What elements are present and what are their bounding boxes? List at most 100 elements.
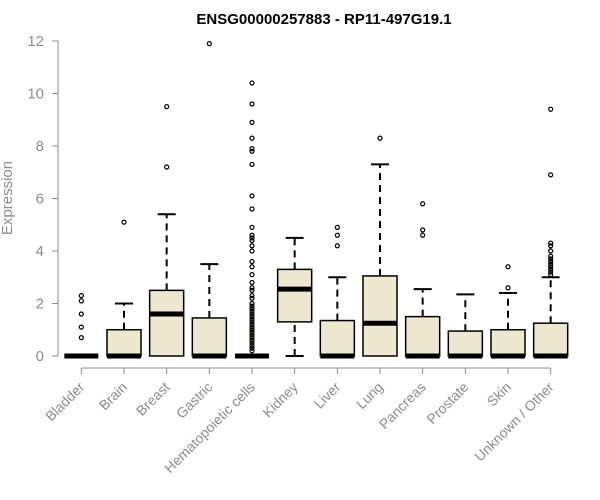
outlier-point (548, 248, 554, 254)
outlier-point (548, 172, 554, 178)
x-tick-label: Brain (96, 379, 130, 413)
outlier-point (249, 295, 255, 301)
box (106, 329, 142, 357)
outlier-point (249, 272, 255, 278)
outlier-point (548, 261, 554, 267)
outlier-point (249, 80, 255, 86)
x-tick-label: Breast (133, 379, 173, 419)
outlier-point (249, 335, 255, 341)
outlier-point (249, 319, 255, 325)
outlier-point (548, 266, 554, 272)
x-tick-label: Bladder (42, 379, 88, 425)
outlier-point (505, 264, 511, 270)
y-axis-label: Expression (0, 161, 16, 235)
outlier-point (548, 269, 554, 275)
outlier-point (548, 264, 554, 270)
outlier-point (548, 272, 554, 278)
box-liver (319, 224, 356, 359)
outlier-point (249, 316, 255, 322)
y-tick-label: 12 (27, 33, 44, 50)
x-tick-label: Kidney (259, 379, 301, 421)
outlier-point (548, 253, 554, 259)
y-tick-label: 6 (36, 191, 44, 208)
outlier-point (377, 135, 383, 141)
outlier-point (249, 224, 255, 230)
box (319, 319, 356, 357)
outlier-point (78, 293, 84, 299)
box-lung (362, 135, 398, 357)
outlier-point (78, 335, 84, 341)
outlier-point (121, 219, 127, 225)
x-tick-label: Prostate (423, 379, 471, 427)
outlier-point (548, 240, 554, 246)
outlier-point (249, 248, 255, 254)
outlier-point (249, 329, 255, 335)
outlier-point (420, 232, 426, 238)
outlier-point (548, 258, 554, 265)
outlier-point (78, 298, 84, 304)
outlier-point (78, 311, 84, 317)
outlier-point (548, 106, 554, 112)
box-kidney (276, 236, 313, 357)
outlier-point (249, 306, 255, 312)
box-bladder (64, 293, 99, 359)
y-tick-label: 2 (36, 296, 44, 313)
outlier-point (249, 327, 255, 333)
outlier-point (249, 243, 255, 249)
outlier-point (249, 206, 255, 212)
outlier-point (249, 193, 255, 199)
boxes (64, 41, 569, 359)
outlier-point (249, 146, 255, 152)
outlier-point (249, 332, 255, 338)
box-prostate (447, 293, 484, 359)
outlier-point (249, 300, 255, 307)
box (362, 275, 398, 357)
outlier-point (249, 101, 255, 107)
y-tick-label: 4 (36, 243, 44, 260)
x-tick-label: Pancreas (376, 379, 429, 432)
box-brain (106, 219, 142, 359)
box (490, 329, 526, 357)
y-tick-label: 10 (27, 86, 44, 103)
outlier-point (249, 235, 255, 241)
outlier-point (164, 104, 170, 110)
outlier-point (249, 161, 255, 167)
outlier-point (334, 232, 340, 238)
outlier-point (249, 232, 255, 238)
chart-title: ENSG00000257883 - RP11-497G19.1 (196, 11, 451, 28)
outlier-point (249, 345, 255, 351)
box (148, 289, 185, 357)
outlier-point (249, 321, 255, 328)
outlier-point (249, 314, 255, 320)
outlier-point (249, 293, 255, 299)
outlier-point (249, 342, 255, 349)
box (447, 330, 484, 357)
outlier-point (420, 201, 426, 207)
x-tick-label: Gastric (173, 379, 216, 422)
outlier-point (420, 227, 426, 233)
outlier-point (249, 285, 255, 291)
outlier-point (249, 348, 255, 354)
outlier-point (505, 285, 511, 291)
y-tick-label: 0 (36, 348, 44, 365)
outlier-point (249, 324, 255, 330)
y-ticks: 0 2 4 6 8 10 12 (27, 33, 58, 365)
box (276, 268, 313, 323)
box-breast (148, 104, 185, 357)
outlier-point (206, 41, 212, 47)
outlier-point (249, 337, 255, 343)
outlier-point (249, 148, 255, 154)
outlier-point (249, 237, 255, 244)
outlier-point (249, 287, 255, 293)
outlier-point (249, 258, 255, 265)
outlier-point (249, 303, 255, 309)
outlier-point (78, 324, 84, 330)
outlier-point (249, 279, 255, 286)
box-unknown-other (532, 106, 569, 359)
x-tick-label: Liver (311, 379, 344, 412)
outlier-point (249, 340, 255, 346)
box (191, 317, 228, 357)
outlier-point (548, 243, 554, 249)
y-tick-label: 8 (36, 138, 44, 155)
